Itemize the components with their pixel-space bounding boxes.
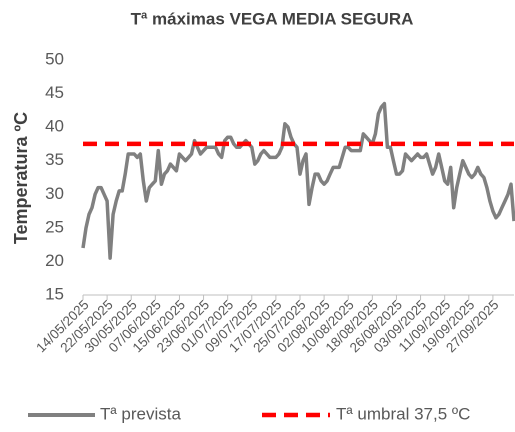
y-tick-label: 20 (45, 251, 64, 270)
y-tick-label: 40 (45, 117, 64, 136)
y-tick-label: 30 (45, 184, 64, 203)
y-tick-label: 45 (45, 83, 64, 102)
y-axis-label: Temperatura ºC (11, 112, 31, 244)
legend-label: Tª umbral 37,5 ºC (336, 404, 470, 423)
y-tick-label: 35 (45, 150, 64, 169)
series-line (81, 101, 515, 260)
chart-title: Tª máximas VEGA MEDIA SEGURA (131, 9, 414, 28)
legend-label: Tª prevista (100, 404, 181, 423)
y-tick-label: 50 (45, 49, 64, 68)
y-tick-label: 25 (45, 217, 64, 236)
y-tick-label: 15 (45, 284, 64, 303)
